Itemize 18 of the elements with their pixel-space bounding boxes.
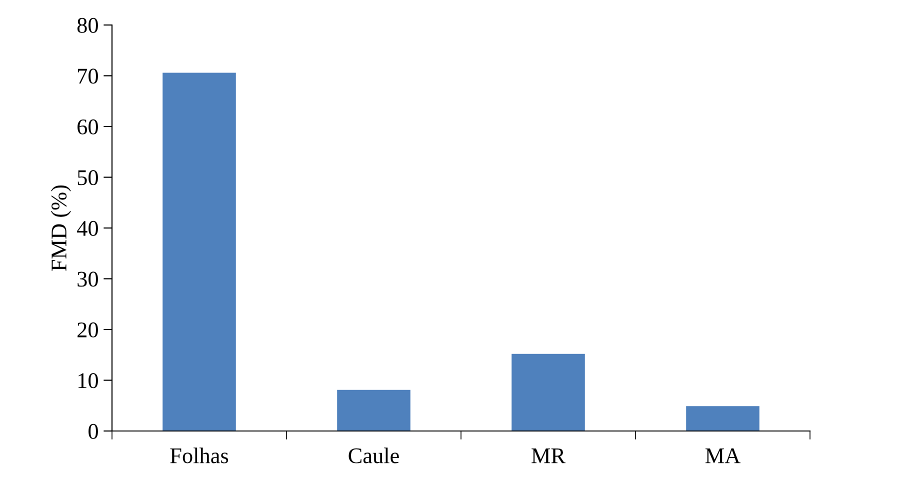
y-axis-title: FMD (%) [50, 185, 72, 271]
y-tick-label: 30 [78, 272, 98, 287]
y-tick-label: 20 [78, 322, 98, 338]
y-tick-label: 80 [77, 18, 98, 33]
bar [686, 406, 760, 431]
y-tick-label: 50 [78, 170, 98, 186]
bar [162, 72, 236, 431]
x-tick-label: Folhas [170, 448, 228, 464]
bar [512, 354, 585, 431]
x-tick-label: Caule [348, 448, 399, 464]
y-tick-label: 60 [78, 119, 98, 134]
y-tick-label: 0 [88, 424, 98, 439]
y-tick-label: 40 [77, 220, 98, 236]
y-tick-label: 70 [78, 68, 98, 84]
x-tick-label: MA [705, 448, 740, 464]
y-tick-label: 10 [78, 373, 98, 388]
bar [337, 390, 410, 431]
x-tick-label: MR [532, 448, 566, 464]
